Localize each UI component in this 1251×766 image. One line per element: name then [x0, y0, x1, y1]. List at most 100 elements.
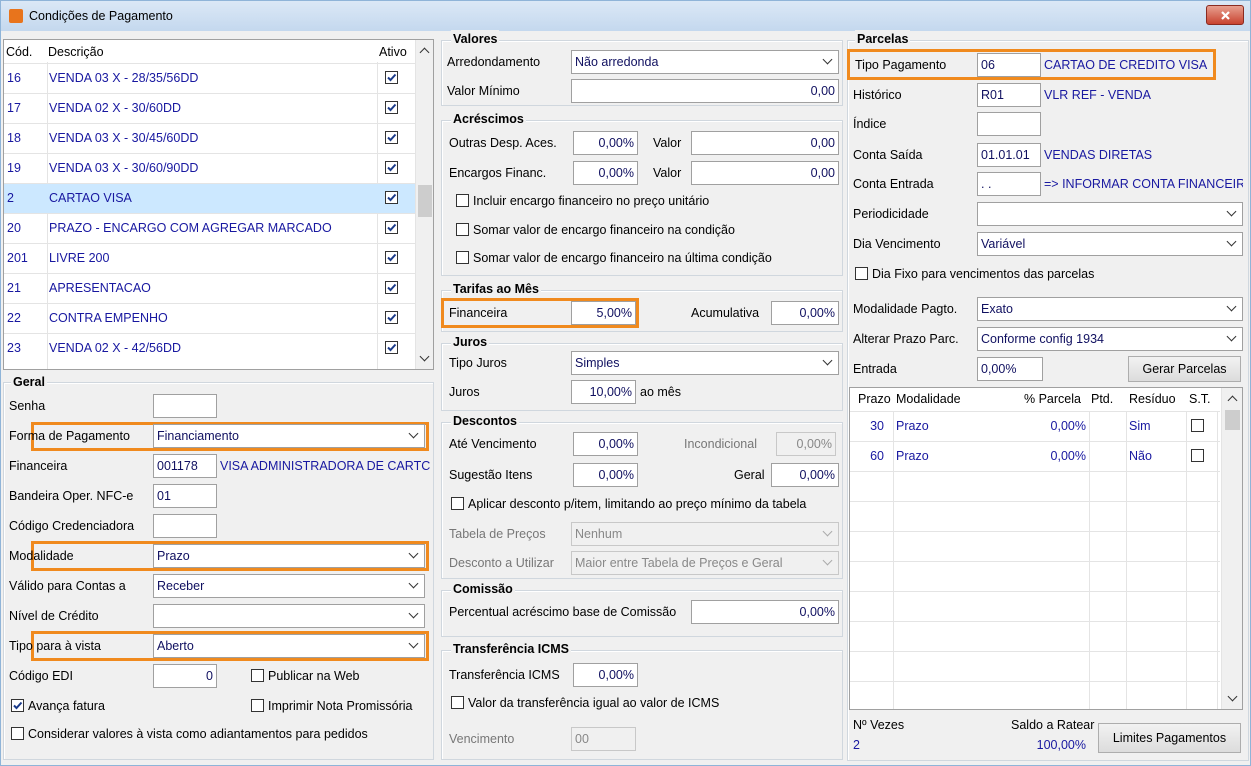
st[interactable] [1191, 449, 1204, 462]
check-path [387, 73, 397, 82]
label: VISA ADMINISTRADORA DE CARTC [220, 459, 431, 473]
scroll-down[interactable] [1227, 691, 1238, 702]
checkbox[interactable] [456, 251, 469, 264]
row-active[interactable] [385, 311, 398, 324]
row-divider [4, 243, 415, 244]
parcelas-grid[interactable] [849, 387, 1243, 710]
check-mark [387, 73, 397, 82]
row-active[interactable] [385, 191, 398, 204]
text-input[interactable]: 0,00% [771, 463, 839, 487]
row-active[interactable] [385, 101, 398, 114]
label: Dia Vencimento [853, 237, 941, 251]
row-active[interactable] [385, 341, 398, 354]
row-code: 23 [7, 341, 21, 355]
row-active[interactable] [385, 161, 398, 174]
row-active[interactable] [385, 221, 398, 234]
label: Tipo Juros [449, 356, 507, 370]
st[interactable] [1191, 419, 1204, 432]
text-input[interactable]: 10,00% [571, 380, 636, 404]
label: Nº Vezes [853, 718, 905, 732]
combo-box[interactable]: Aberto [153, 634, 425, 658]
row-description: VENDA 02 X - 42/56DD [49, 341, 182, 355]
text-input[interactable]: . . [977, 172, 1041, 196]
row-active[interactable] [385, 131, 398, 144]
combo-box[interactable] [153, 604, 425, 628]
text-input[interactable] [153, 514, 217, 538]
text-input[interactable]: 0,00 [691, 131, 839, 155]
text-input[interactable]: 0,00% [771, 301, 839, 325]
button[interactable]: Limites Pagamentos [1098, 723, 1241, 753]
row-divider [4, 63, 415, 64]
checkbox[interactable] [11, 727, 24, 740]
row-active[interactable] [385, 71, 398, 84]
text-input[interactable]: 0,00% [691, 600, 839, 624]
combo-box[interactable]: Não arredonda [571, 50, 839, 74]
text-input[interactable]: 0,00% [573, 161, 638, 185]
checkbox[interactable] [251, 699, 264, 712]
checkbox[interactable] [451, 497, 464, 510]
combo-box[interactable]: Variável [977, 232, 1243, 256]
label: Índice [853, 117, 887, 131]
combo-box[interactable] [977, 202, 1243, 226]
checkbox[interactable] [11, 699, 24, 712]
checkbox-label: Avança fatura [28, 699, 105, 713]
label: Forma de Pagamento [9, 429, 130, 443]
scrollbar[interactable] [1221, 388, 1242, 709]
text-input[interactable] [977, 112, 1041, 136]
check-path [387, 193, 397, 202]
checkbox[interactable] [855, 267, 868, 280]
dropdown-arrow [408, 578, 419, 589]
combo-box[interactable]: Receber [153, 574, 425, 598]
combo-box[interactable]: Exato [977, 297, 1243, 321]
scroll-up[interactable] [1227, 395, 1238, 406]
text-input[interactable]: 0,00 [691, 161, 839, 185]
checkbox[interactable] [456, 194, 469, 207]
column-header: Prazo [858, 392, 891, 406]
checkbox-label: Somar valor de encargo financeiro na con… [473, 223, 735, 237]
scroll-up[interactable] [419, 47, 430, 58]
checkbox[interactable] [251, 669, 264, 682]
combo-box[interactable]: Conforme config 1934 [977, 327, 1243, 351]
column-divider [1186, 411, 1187, 709]
text-input[interactable]: 0,00% [573, 432, 638, 456]
combo-box[interactable]: Financiamento [153, 424, 425, 448]
row-code: 2 [7, 191, 14, 205]
window-title: Condições de Pagamento [29, 9, 173, 23]
text-input[interactable]: 0,00% [977, 357, 1043, 381]
row-active[interactable] [385, 281, 398, 294]
check-path [387, 343, 397, 352]
close-button[interactable] [1206, 5, 1244, 25]
text-input[interactable]: 0 [153, 664, 217, 688]
row-description: PRAZO - ENCARGO COM AGREGAR MARCADO [49, 221, 332, 235]
scrollbar[interactable] [415, 40, 433, 369]
label: Valor [653, 136, 682, 150]
row-divider [850, 681, 1220, 682]
checkbox-label: Somar valor de encargo financeiro na últ… [473, 251, 772, 265]
label: Juros [449, 385, 480, 399]
combo-box[interactable]: Simples [571, 351, 839, 375]
combo-box[interactable]: Prazo [153, 544, 425, 568]
highlight-box [441, 298, 639, 328]
group-title: Acréscimos [451, 110, 526, 128]
text-input[interactable]: 01 [153, 484, 217, 508]
text-input[interactable]: 5,00% [571, 301, 636, 325]
scroll-down[interactable] [419, 351, 430, 362]
checkbox[interactable] [456, 223, 469, 236]
row-description: VENDA 02 X - 30/60DD [49, 101, 182, 115]
row-active[interactable] [385, 251, 398, 264]
text-input[interactable]: 01.01.01 [977, 143, 1041, 167]
checkbox[interactable] [451, 696, 464, 709]
text-input[interactable] [153, 394, 217, 418]
text-input[interactable]: 001178 [153, 454, 217, 478]
label: Nível de Crédito [9, 609, 99, 623]
check-path [387, 163, 397, 172]
text-input[interactable]: 0,00% [573, 131, 638, 155]
text-input[interactable]: 0,00% [573, 463, 638, 487]
text-input[interactable]: 0,00% [573, 663, 638, 687]
text-input[interactable]: 06 [977, 53, 1041, 77]
button[interactable]: Gerar Parcelas [1128, 356, 1241, 382]
modalidade: Prazo [896, 449, 929, 463]
text-input[interactable]: R01 [977, 83, 1041, 107]
text-input[interactable]: 0,00 [571, 79, 839, 103]
